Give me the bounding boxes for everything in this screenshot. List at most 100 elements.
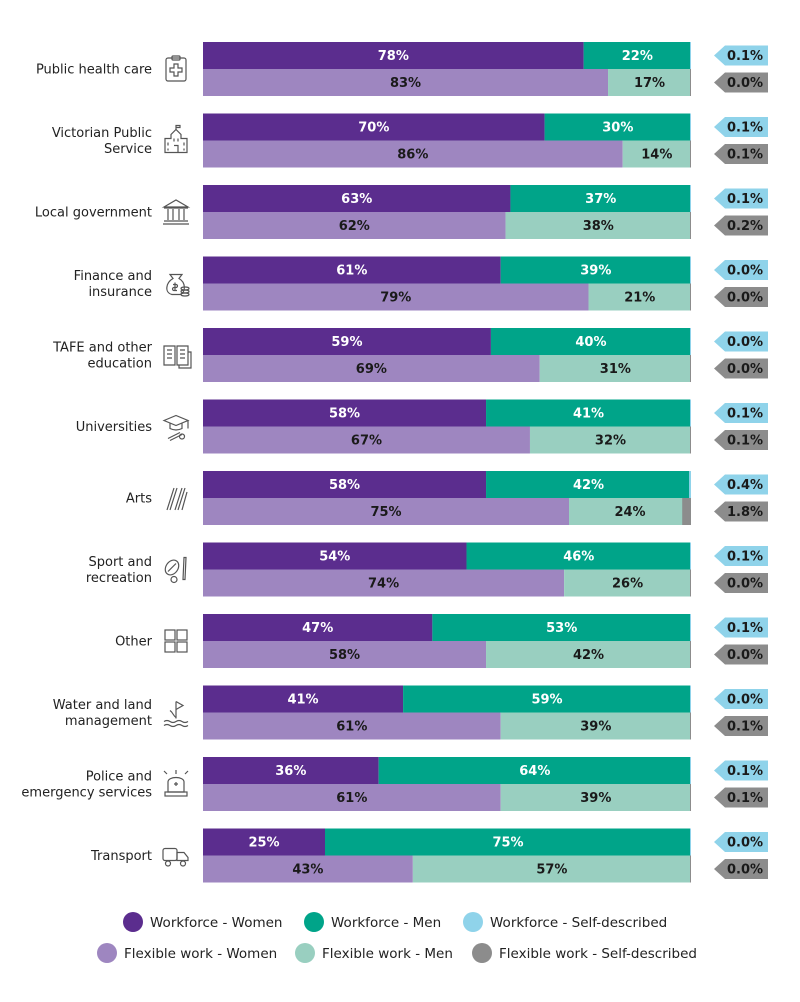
tag-workforce-self-described-text: 0.1%: [727, 121, 763, 136]
data-label-workforce-women: 70%: [358, 121, 389, 136]
bar-workforce-self-described: [690, 328, 691, 355]
square-1: [164, 629, 176, 641]
siren-cross: [174, 782, 178, 786]
bar-flexible-work-self-described: [682, 498, 691, 525]
bar-flexible-work-women: [203, 140, 623, 168]
bar-flexible-work-men: [564, 569, 691, 597]
category-label-line: Transport: [90, 849, 152, 864]
tag-workforce-self-described-shape: [714, 832, 768, 852]
tag-flexible-work-self-described-shape: [714, 215, 768, 236]
bar-flexible-work-men: [505, 212, 691, 239]
tag-flexible-work-self-described-text: 0.0%: [727, 76, 763, 91]
data-label-workforce-women: 54%: [319, 550, 350, 565]
tag-workforce-self-described: 0.0%: [714, 689, 768, 709]
siren-rays: [163, 770, 189, 775]
bar-flexible-work-men: [500, 784, 691, 811]
category-label-line: Arts: [126, 492, 152, 507]
graduation-cap-diploma-icon: [162, 414, 190, 442]
data-label-flexible-work-women: 79%: [380, 291, 411, 306]
bar-workforce-men: [500, 256, 691, 284]
bar-workforce-women: [203, 113, 545, 141]
bar-flexible-work-men: [486, 641, 691, 668]
siren-dome: [167, 776, 185, 793]
bar-flexible-work-women: [203, 283, 589, 311]
tag-workforce-self-described-text: 0.1%: [727, 764, 763, 779]
bar-workforce-men: [403, 685, 691, 713]
tag-workforce-self-described-shape: [714, 617, 768, 638]
bar-workforce-self-described: [690, 542, 691, 570]
bar-workforce-women: [203, 614, 433, 641]
data-label-workforce-women: 25%: [248, 836, 279, 851]
bar-workforce-men: [486, 471, 691, 498]
bar-flexible-work-women: [203, 569, 565, 597]
tag-workforce-self-described: 0.0%: [714, 331, 768, 352]
brush-1: [166, 487, 178, 511]
bar-flexible-work-men: [622, 140, 691, 168]
bar-flexible-work-self-described: [690, 69, 691, 96]
category-label-line: Other: [115, 635, 153, 650]
row-water-and-land-management: Water and land management 41% 59% 0.0% 61% 39%…: [53, 685, 768, 740]
bar-workforce-self-described: [690, 685, 691, 713]
category-label: Water and land management: [53, 698, 152, 729]
tag-workforce-self-described-text: 0.1%: [727, 550, 763, 565]
tag-flexible-work-self-described: 0.0%: [714, 287, 768, 307]
bar-workforce-men: [583, 42, 691, 69]
tag-flexible-work-self-described-text: 0.1%: [727, 434, 763, 449]
data-label-flexible-work-women: 69%: [356, 362, 387, 377]
bar-flexible-work-self-described: [690, 283, 691, 311]
tag-flexible-work-self-described-shape: [714, 287, 768, 307]
book-lines: [167, 349, 185, 359]
category-label-line: recreation: [86, 571, 152, 586]
legend-label: Flexible work - Self-described: [499, 946, 697, 962]
tag-workforce-self-described: 0.1%: [714, 45, 768, 66]
bar-workforce-women: [203, 828, 325, 856]
tag-flexible-work-self-described-shape: [714, 787, 768, 808]
category-label-line: Police and: [86, 770, 152, 785]
category-label-line: emergency services: [21, 786, 152, 801]
books-icon: [163, 345, 192, 369]
bar-workforce-men: [378, 757, 691, 784]
bar-workforce-self-described: [690, 113, 691, 141]
flag: [175, 700, 185, 711]
bar-workforce-self-described: [690, 399, 691, 427]
data-label-workforce-men: 41%: [573, 407, 604, 422]
tag-flexible-work-self-described-shape: [714, 430, 768, 450]
tag-workforce-self-described-text: 0.0%: [727, 693, 763, 708]
bar-workforce-self-described: [690, 185, 691, 212]
tag-flexible-work-self-described-shape: [714, 144, 768, 164]
tag-flexible-work-self-described-text: 0.0%: [727, 291, 763, 306]
data-label-workforce-women: 63%: [341, 192, 372, 207]
tag-workforce-self-described-shape: [714, 689, 768, 709]
row-sport-and-recreation: Sport and recreation 54% 46% 0.1% 74% 26% 0.0%: [86, 542, 768, 597]
book-back: [178, 351, 192, 369]
category-label: Sport and recreation: [86, 555, 152, 586]
tag-workforce-self-described-text: 0.1%: [727, 621, 763, 636]
row-universities: Universities 58% 41% 0.1% 67% 32% 0.1%: [76, 399, 768, 454]
legend-item-flexible-work-self-described: Flexible work - Self-described: [472, 943, 697, 963]
sports-ball-bat-icon: [164, 556, 187, 584]
category-label: Other: [115, 635, 153, 650]
row-other: Other 47% 53% 0.1% 58% 42% 0.0%: [115, 614, 768, 668]
medical-clipboard-icon: [165, 55, 187, 82]
category-label: Universities: [76, 420, 152, 435]
truck-tank: [162, 847, 178, 862]
tag-flexible-work-self-described: 0.0%: [714, 358, 768, 379]
bar-workforce-women: [203, 256, 501, 284]
legend-swatch: [97, 943, 117, 963]
tag-workforce-self-described: 0.1%: [714, 617, 768, 638]
money-bag-coins-icon: [166, 273, 190, 297]
columns-building-icon: [161, 199, 191, 225]
mortarboard: [162, 414, 190, 427]
square-3: [164, 641, 176, 653]
legend-label: Workforce - Self-described: [490, 915, 667, 931]
bar-workforce-women: [203, 42, 584, 69]
bar-workforce-self-described: [690, 614, 691, 641]
legend-item-flexible-work-men: Flexible work - Men: [295, 943, 453, 963]
data-label-workforce-women: 58%: [329, 407, 360, 422]
tag-flexible-work-self-described-shape: [714, 644, 768, 665]
tag-workforce-self-described-text: 0.0%: [727, 335, 763, 350]
data-label-workforce-women: 47%: [302, 621, 333, 636]
bar-flexible-work-men: [500, 712, 691, 740]
tag-flexible-work-self-described-text: 0.2%: [727, 219, 763, 234]
